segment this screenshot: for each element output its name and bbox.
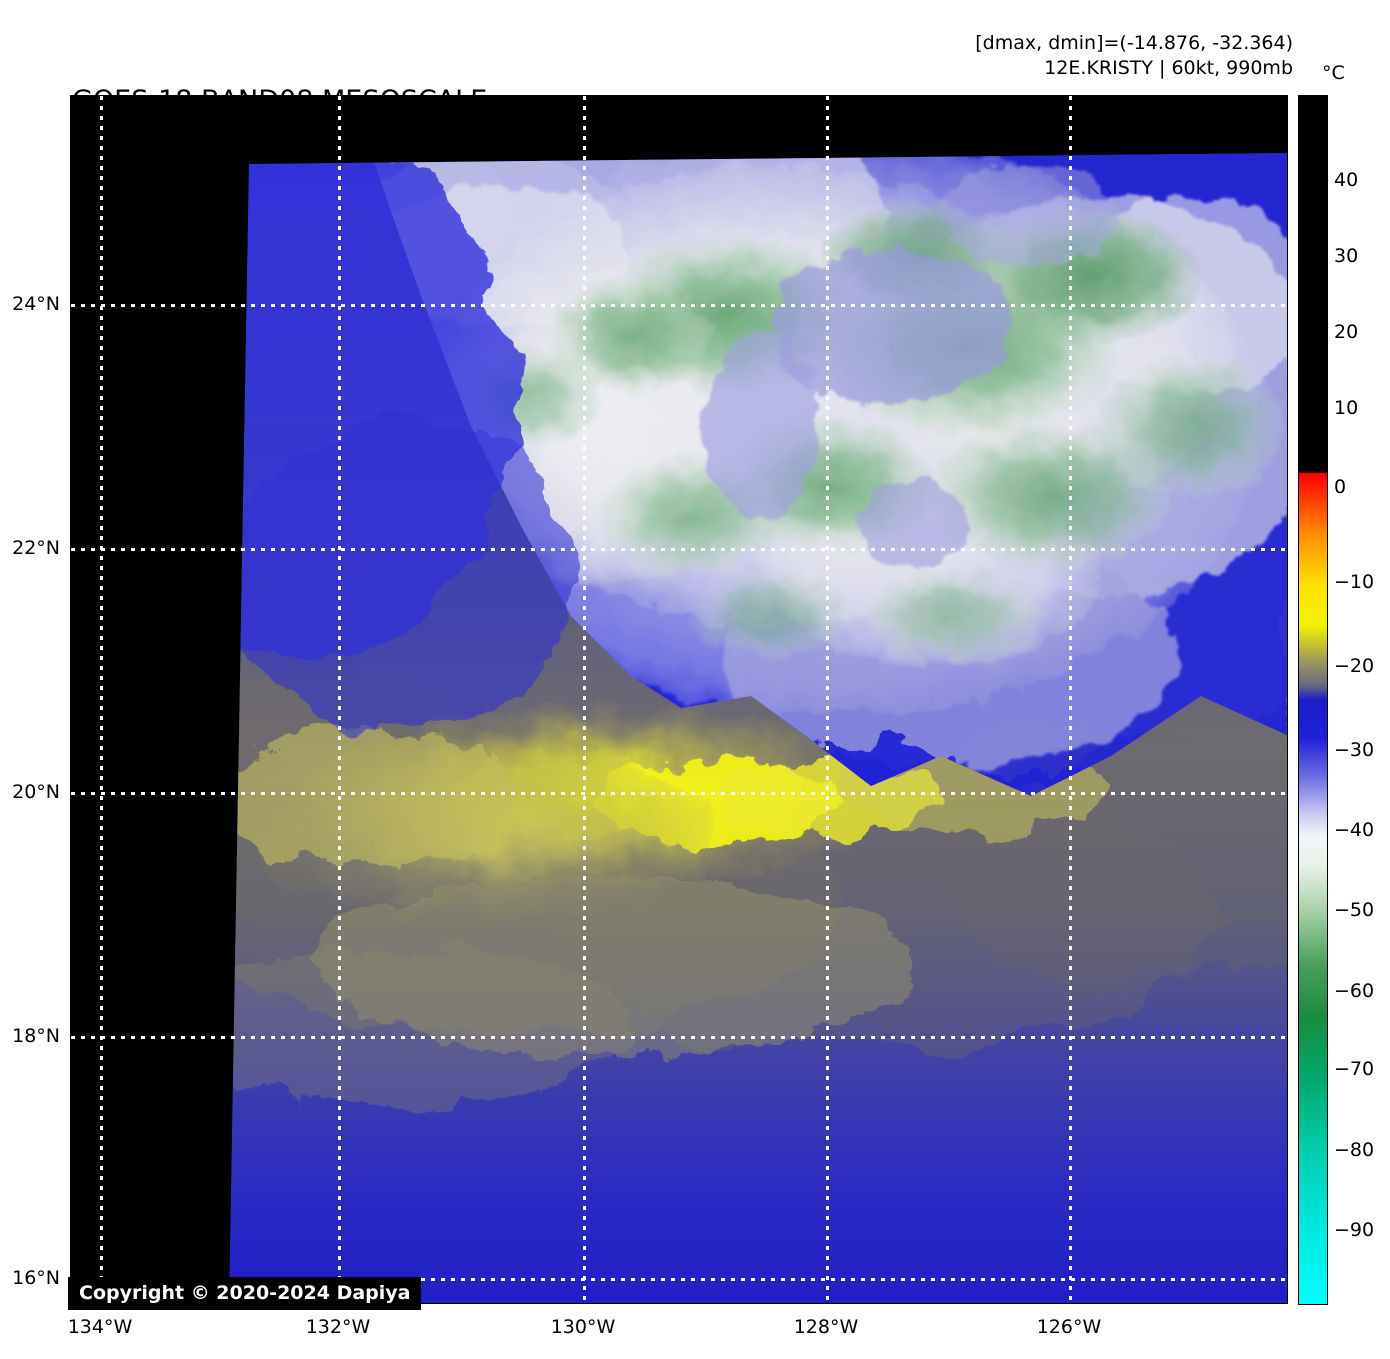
xtick-label-130w: 130°W — [550, 1316, 616, 1338]
xtick-label-134w: 134°W — [67, 1316, 133, 1338]
xtick-label-128w: 128°W — [793, 1316, 859, 1338]
colorbar-tick-m20: −20 — [1334, 655, 1375, 677]
colorbar-gradient — [1299, 96, 1327, 1304]
ytick-label-20n: 20°N — [12, 781, 60, 803]
storm-info-label: 12E.KRISTY | 60kt, 990mb — [1044, 57, 1293, 79]
colorbar-unit-label: °C — [1322, 62, 1345, 84]
colorbar-tick-m10: −10 — [1334, 571, 1375, 593]
colorbar-tick-m40: −40 — [1334, 819, 1375, 841]
colorbar-tick-20: 20 — [1334, 321, 1359, 343]
xtick-label-132w: 132°W — [305, 1316, 371, 1338]
temperature-colorbar[interactable] — [1298, 95, 1328, 1305]
satellite-image-plot[interactable] — [70, 95, 1288, 1304]
colorbar-tick-40: 40 — [1334, 169, 1359, 191]
colorbar-tick-30: 30 — [1334, 245, 1359, 267]
colorbar-tick-0: 0 — [1334, 476, 1347, 498]
xtick-label-126w: 126°W — [1036, 1316, 1102, 1338]
colorbar-tick-m90: −90 — [1334, 1219, 1375, 1241]
colorbar-tick-m30: −30 — [1334, 739, 1375, 761]
ytick-label-24n: 24°N — [12, 293, 60, 315]
ytick-label-22n: 22°N — [12, 537, 60, 559]
colorbar-tick-m80: −80 — [1334, 1139, 1375, 1161]
colorbar-tick-10: 10 — [1334, 397, 1359, 419]
satellite-raster — [71, 96, 1287, 1303]
copyright-banner: Copyright © 2020-2024 Dapiya — [68, 1277, 422, 1310]
ytick-label-16n: 16°N — [12, 1267, 60, 1289]
colorbar-tick-m60: −60 — [1334, 980, 1375, 1002]
header-metadata: [dmax, dmin]=(-14.876, -32.364) 12E.KRIS… — [975, 31, 1293, 81]
ytick-label-18n: 18°N — [12, 1025, 60, 1047]
colorbar-tick-m50: −50 — [1334, 899, 1375, 921]
data-range-label: [dmax, dmin]=(-14.876, -32.364) — [975, 32, 1293, 54]
colorbar-tick-m70: −70 — [1334, 1058, 1375, 1080]
